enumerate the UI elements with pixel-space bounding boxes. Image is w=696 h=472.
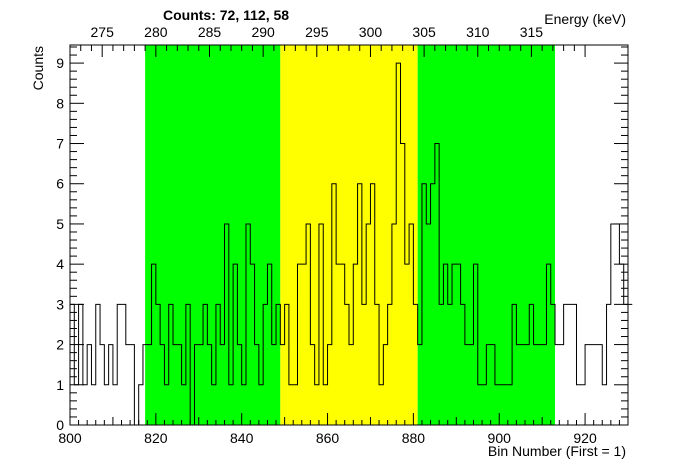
energy-tick-label: 295 — [305, 24, 329, 40]
y-tick-label: 4 — [56, 256, 64, 272]
x-tick-label: 800 — [58, 430, 82, 446]
energy-tick-label: 300 — [359, 24, 383, 40]
y-tick-label: 6 — [56, 176, 64, 192]
x-tick-label: 820 — [144, 430, 168, 446]
histogram-series — [70, 62, 633, 426]
y-tick-label: 3 — [56, 296, 64, 312]
y-tick-label: 2 — [56, 337, 64, 353]
x-tick-label: 840 — [230, 430, 254, 446]
x-axis-ticks: 800 820 840 860 880 900 920 — [58, 413, 629, 446]
y-axis-ticks: 0 1 2 3 4 5 6 7 8 9 — [56, 46, 628, 433]
energy-tick-label: 285 — [198, 24, 222, 40]
region-bands — [145, 45, 556, 425]
y-tick-label: 0 — [56, 417, 64, 433]
y-tick-label: 9 — [56, 55, 64, 71]
x-tick-label: 920 — [573, 430, 597, 446]
x-tick-label: 900 — [488, 430, 512, 446]
region-peak — [280, 45, 418, 425]
x-tick-label: 860 — [316, 430, 340, 446]
energy-axis-label: Energy (keV) — [544, 11, 626, 27]
x-tick-label: 880 — [402, 430, 426, 446]
energy-tick-label: 305 — [412, 24, 436, 40]
energy-tick-label: 290 — [251, 24, 275, 40]
y-tick-label: 5 — [56, 216, 64, 232]
y-axis-label: Counts — [30, 46, 46, 90]
x-axis-label: Bin Number (First = 1) — [488, 443, 626, 459]
energy-tick-label: 310 — [466, 24, 490, 40]
y-tick-label: 7 — [56, 136, 64, 152]
y-tick-label: 8 — [56, 95, 64, 111]
y-tick-label: 1 — [56, 377, 64, 393]
energy-tick-label: 275 — [91, 24, 115, 40]
energy-tick-label: 280 — [144, 24, 168, 40]
counts-title: Counts: 72, 112, 58 — [163, 7, 289, 23]
energy-axis-ticks: 275 280 285 290 295 300 305 310 315 — [69, 24, 586, 57]
region-left-background — [145, 45, 281, 425]
energy-tick-label: 315 — [520, 24, 544, 40]
